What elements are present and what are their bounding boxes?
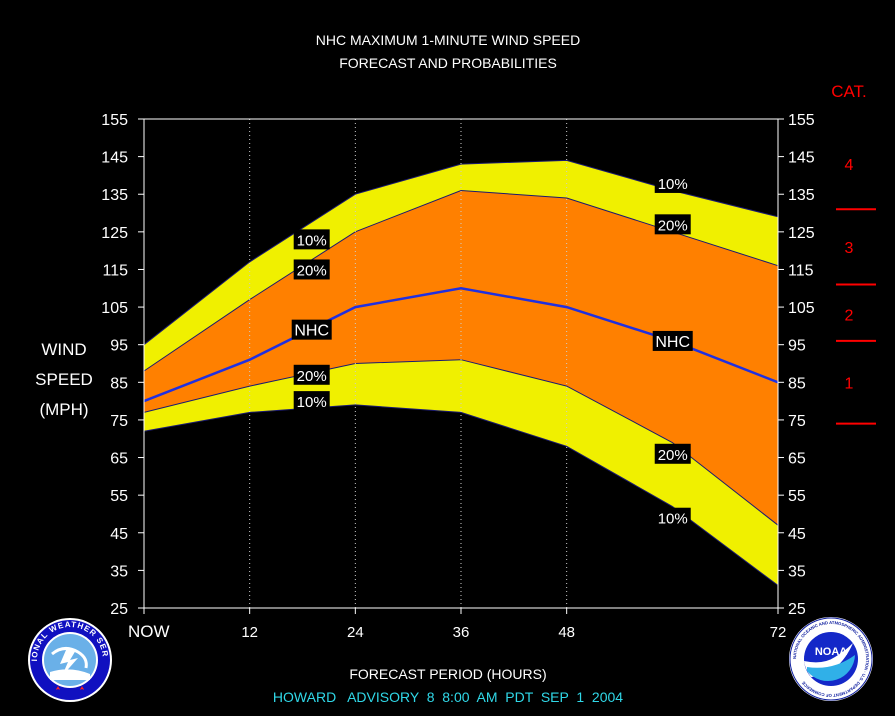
series-label: 10% <box>658 511 688 528</box>
y-tick-label-left: 115 <box>102 262 128 279</box>
y-tick-label-left: 125 <box>101 225 128 242</box>
line-lower-10 <box>143 404 779 586</box>
series-label-box <box>654 172 691 193</box>
category-label: 1 <box>845 375 854 392</box>
y-tick-label-left: 135 <box>101 187 128 204</box>
advisory-footer: HOWARD ADVISORY 8 8:00 AM PDT SEP 1 2004 <box>273 689 623 705</box>
y-tick-label-left: 155 <box>101 112 128 129</box>
y-tick-label-left: 35 <box>110 563 128 580</box>
x-tick-label: NOW <box>128 622 170 641</box>
series-label-box <box>654 214 691 235</box>
x-axis-label: FORECAST PERIOD (HOURS) <box>349 666 546 682</box>
x-tick-label: 24 <box>347 624 364 641</box>
y-tick-label-right: 55 <box>788 488 806 505</box>
x-tick-label: 72 <box>770 624 787 641</box>
y-tick-label-right: 135 <box>788 187 815 204</box>
series-label: 10% <box>297 394 327 411</box>
y-tick-label-left: 65 <box>110 451 128 468</box>
series-label-box <box>293 364 330 385</box>
series-label: NHC <box>294 323 329 340</box>
y-axis-label-line-3: (MPH) <box>39 400 88 419</box>
y-tick-label-left: 95 <box>110 338 128 355</box>
y-tick-label-right: 75 <box>788 413 806 430</box>
series-label: 10% <box>658 176 688 193</box>
y-axis-label-line-1: WIND <box>41 340 86 359</box>
y-tick-label-right: 105 <box>788 300 815 317</box>
y-tick-label-right: 85 <box>788 375 806 392</box>
noaa-logo-text: NOAA <box>815 646 847 658</box>
y-tick-label-left: 45 <box>110 526 128 543</box>
series-label: 20% <box>297 262 327 279</box>
series-label-box <box>654 507 691 528</box>
chart-title: NHC MAXIMUM 1-MINUTE WIND SPEED <box>316 32 580 48</box>
series-label: 20% <box>658 217 688 234</box>
category-label: 2 <box>845 308 854 325</box>
y-tick-label-right: 95 <box>788 338 806 355</box>
nws-logo: NATIONAL WEATHER SERVICE <box>28 618 112 702</box>
series-label-box <box>654 443 691 464</box>
y-tick-label-right: 35 <box>788 563 806 580</box>
series-label-box <box>293 259 330 280</box>
category-label: 4 <box>845 157 854 174</box>
category-title: CAT. <box>831 82 867 101</box>
x-tick-label: 48 <box>558 624 575 641</box>
category-label: 3 <box>845 240 854 257</box>
y-tick-label-right: 45 <box>788 526 806 543</box>
y-tick-label-right: 125 <box>788 225 815 242</box>
y-tick-label-left: 25 <box>110 601 128 618</box>
series-label: 10% <box>297 232 327 249</box>
y-tick-label-right: 155 <box>788 112 815 129</box>
noaa-logo: NOAA NATIONAL OCEANIC AND ATMOSPHERIC AD… <box>789 617 873 701</box>
y-tick-label-right: 145 <box>788 150 815 167</box>
y-axis-label-line-2: SPEED <box>35 370 93 389</box>
series-label: NHC <box>655 334 690 351</box>
chart-subtitle: FORECAST AND PROBABILITIES <box>339 55 557 71</box>
x-tick-label: 12 <box>241 624 258 641</box>
y-tick-label-right: 65 <box>788 451 806 468</box>
series-label-box <box>293 391 330 412</box>
series-label-box <box>293 229 330 250</box>
y-tick-label-right: 25 <box>788 601 806 618</box>
y-tick-label-left: 105 <box>101 300 128 317</box>
series-label-box <box>652 330 693 351</box>
series-label-box <box>291 319 332 340</box>
series-label: 20% <box>297 368 327 385</box>
y-tick-label-left: 55 <box>110 488 128 505</box>
y-tick-label-left: 85 <box>110 375 128 392</box>
x-tick-label: 36 <box>453 624 470 641</box>
y-tick-label-right: 115 <box>788 262 814 279</box>
y-tick-label-left: 75 <box>110 413 128 430</box>
y-tick-label-left: 145 <box>101 150 128 167</box>
series-label: 20% <box>658 447 688 464</box>
